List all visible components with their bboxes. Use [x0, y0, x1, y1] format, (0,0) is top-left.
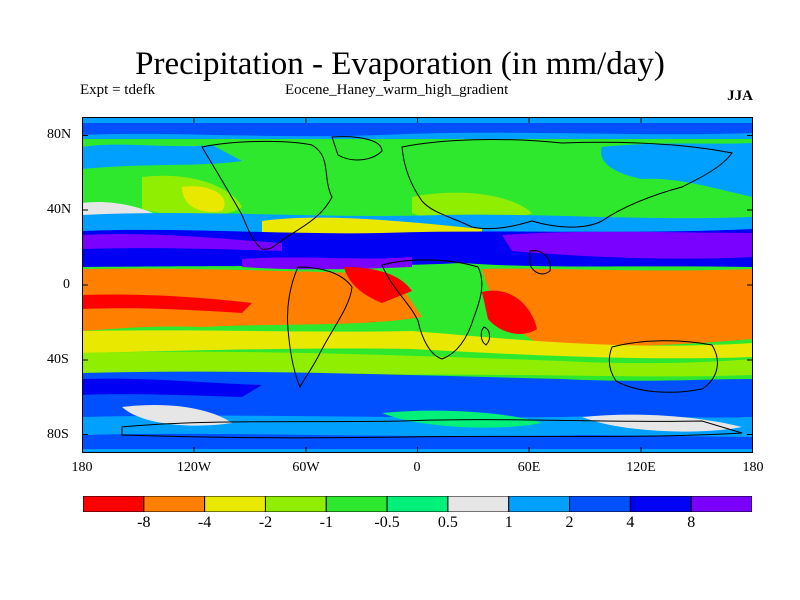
- colorbar-label: 0.5: [437, 514, 458, 531]
- northeast-blue: [601, 143, 753, 197]
- colorbar-swatch: [386, 496, 449, 512]
- antarctic-gray-east: [582, 414, 742, 432]
- colorbar-label: 8: [687, 514, 696, 531]
- indian-dry-tongue: [482, 268, 753, 347]
- itcz-purple-east: [502, 231, 753, 259]
- pacific-dry-tongue: [82, 268, 422, 331]
- southern-yellow-band: [82, 330, 753, 359]
- antarctic-green-patch: [382, 410, 542, 428]
- lon-label-60w: 60W: [292, 460, 320, 475]
- lat-label-40s: 40S: [47, 352, 69, 367]
- lat-label-80s: 80S: [47, 427, 69, 442]
- lat-label-80n: 80N: [47, 127, 72, 142]
- map-ticks: [82, 117, 753, 453]
- plot-title: Precipitation - Evaporation (in mm/day): [135, 46, 665, 82]
- southern-green-band: [82, 351, 753, 377]
- colorbar-swatch: [629, 496, 692, 512]
- colorbar-swatch: [508, 496, 571, 512]
- experiment-name: Eocene_Haney_warm_high_gradient: [285, 82, 509, 98]
- colorbar-label: -0.5: [374, 514, 400, 531]
- north-polar-core: [82, 123, 753, 137]
- colorbar-label: -2: [258, 514, 273, 531]
- colorbar-swatch: [569, 496, 631, 512]
- colorbar-label: -8: [137, 514, 151, 531]
- colorbar-swatch: [690, 496, 752, 512]
- atlantic-red-patch: [344, 267, 412, 303]
- pacific-red-core: [82, 294, 252, 313]
- colorbar-label: 1: [504, 514, 513, 531]
- itcz-purple-mid: [242, 257, 412, 270]
- colorbar-swatch: [143, 496, 206, 512]
- continent-outlines: [121, 136, 743, 439]
- southern-deep-blue: [82, 378, 262, 397]
- lon-label-180e: 180: [742, 460, 764, 475]
- colorbar-swatch: [83, 496, 145, 512]
- season-label: JJA: [727, 88, 753, 104]
- lon-label-180w: 180: [71, 460, 93, 475]
- colorbar-label: -4: [197, 514, 212, 531]
- colorbar-swatch: [325, 496, 388, 512]
- colorbar-label: 4: [626, 514, 635, 531]
- north-pacific-blue: [82, 144, 242, 169]
- experiment-label: Expt = tdefk: [80, 82, 156, 98]
- colorbar: [83, 496, 752, 512]
- lat-label-0: 0: [63, 277, 70, 292]
- southern-storm-track: [82, 371, 753, 421]
- colorbar-label: 2: [565, 514, 574, 531]
- colorbar-swatch: [204, 496, 266, 512]
- lon-label-0: 0: [413, 460, 421, 475]
- lon-label-60e: 60E: [517, 460, 541, 475]
- itcz-purple-west: [82, 234, 282, 251]
- north-yellow-patch: [182, 186, 225, 212]
- lat-label-40n: 40N: [47, 202, 72, 217]
- antarctic-gray-patch: [122, 404, 232, 426]
- indian-red-core: [482, 290, 537, 334]
- lon-label-120e: 120E: [626, 460, 656, 475]
- pe-map: [82, 117, 753, 453]
- colorbar-swatch: [264, 496, 327, 512]
- colorbar-swatch: [447, 496, 510, 512]
- colorbar-label: -1: [319, 514, 333, 531]
- lon-label-120w: 120W: [176, 460, 212, 475]
